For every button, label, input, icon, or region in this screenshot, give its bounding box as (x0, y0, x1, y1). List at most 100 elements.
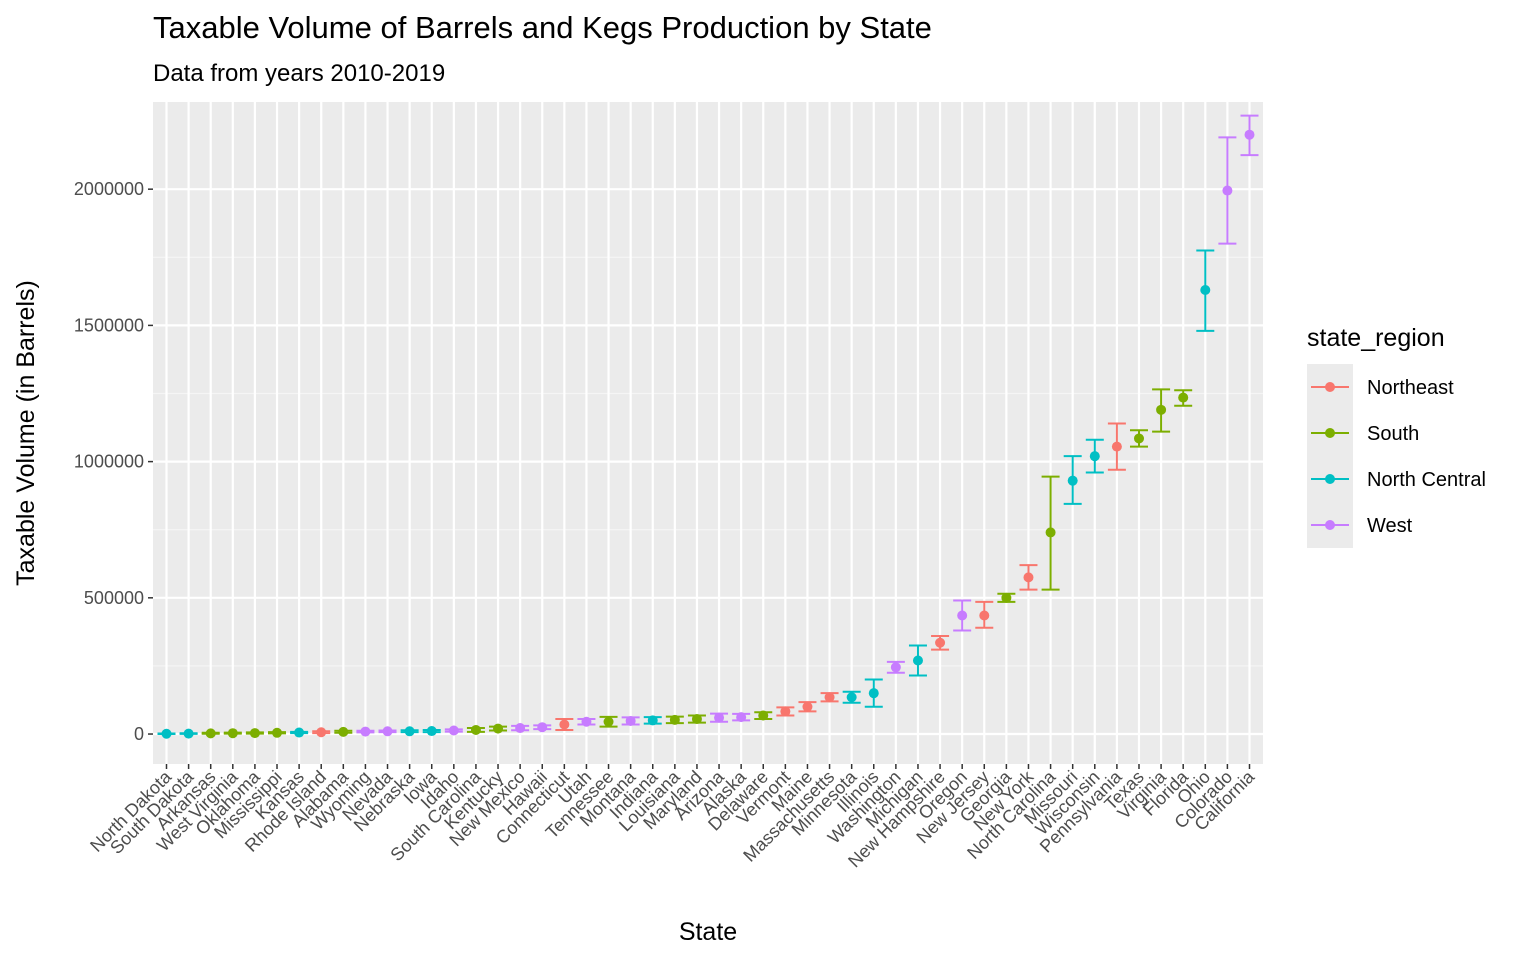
y-axis: 0 500000 1000000 1500000 2000000 (74, 179, 153, 744)
legend-key-point (1325, 428, 1335, 438)
data-point-group (400, 726, 419, 737)
data-point (802, 701, 813, 712)
data-point-group (201, 728, 220, 739)
data-point-group (710, 712, 729, 723)
data-point (846, 692, 857, 703)
data-point (559, 719, 570, 730)
data-point (824, 692, 835, 703)
data-point (868, 688, 879, 699)
data-point (1133, 433, 1144, 444)
data-point (935, 637, 946, 648)
data-point-group (732, 712, 751, 723)
legend-label: Northeast (1367, 377, 1454, 399)
data-point (382, 726, 393, 737)
data-point-group (1107, 422, 1126, 471)
data-point (957, 610, 968, 621)
data-point-group (466, 724, 485, 735)
data-point-group (820, 692, 839, 703)
data-point-group (864, 678, 883, 708)
data-point (338, 726, 349, 737)
data-point (426, 726, 437, 737)
y-tick-label: 500000 (84, 588, 144, 608)
legend-label: North Central (1367, 469, 1486, 491)
data-point (161, 728, 172, 739)
data-point (448, 725, 459, 736)
data-point (714, 712, 725, 723)
data-point-group (378, 726, 397, 737)
data-point-group (245, 728, 264, 739)
data-point (1001, 592, 1012, 603)
legend-label: West (1367, 515, 1413, 537)
legend: state_region Northeast South North Central… (1307, 324, 1486, 548)
data-point (603, 716, 614, 727)
data-point (647, 715, 658, 726)
legend-item: North Central (1307, 456, 1486, 502)
data-point (758, 710, 769, 721)
data-point-group (1196, 249, 1215, 332)
data-point-group (1152, 388, 1171, 433)
series-marks (157, 114, 1259, 739)
data-point-group (1174, 389, 1193, 407)
data-point (404, 726, 415, 737)
chart-title: Taxable Volume of Barrels and Kegs Produ… (153, 10, 932, 45)
y-axis-label: Taxable Volume (in Barrels) (12, 280, 40, 586)
legend-title: state_region (1307, 324, 1445, 352)
data-point-group (687, 714, 706, 725)
data-point-group (157, 728, 176, 739)
data-point (316, 727, 327, 738)
data-point-group (975, 600, 994, 629)
data-point-group (1019, 564, 1038, 591)
data-point-group (665, 714, 684, 725)
data-point-group (511, 723, 530, 734)
data-point-group (953, 599, 972, 632)
y-tick-label: 2000000 (74, 179, 144, 199)
data-point (1067, 475, 1078, 486)
data-point-group (223, 728, 242, 739)
data-point-group (931, 634, 950, 651)
data-point-group (422, 726, 441, 737)
data-point (227, 728, 238, 739)
data-point-group (1218, 136, 1237, 245)
legend-item: South (1307, 410, 1419, 456)
data-point-group (312, 727, 331, 738)
data-point (515, 723, 526, 734)
data-point-group (599, 715, 618, 728)
data-point (912, 655, 923, 666)
data-point-group (1129, 429, 1148, 448)
y-tick-label: 1000000 (74, 452, 144, 472)
data-point-group (621, 715, 640, 726)
data-point-group (908, 644, 927, 677)
data-point (537, 722, 548, 733)
data-point (249, 728, 260, 739)
data-point (625, 715, 636, 726)
data-point (736, 712, 747, 723)
data-point (1244, 129, 1255, 140)
data-point (294, 727, 305, 738)
y-tick-label: 0 (134, 724, 144, 744)
data-point-group (577, 716, 596, 727)
data-point (780, 706, 791, 717)
legend-key-point (1325, 382, 1335, 392)
data-point-group (997, 592, 1016, 603)
data-point-group (886, 660, 905, 674)
data-point-group (334, 726, 353, 737)
data-point (183, 728, 194, 739)
data-point-group (268, 727, 287, 738)
plot-panel (153, 102, 1263, 764)
data-point (1200, 284, 1211, 295)
data-point-group (842, 690, 861, 704)
data-point (1045, 527, 1056, 538)
data-point-group (798, 701, 817, 713)
grid (153, 102, 1263, 764)
data-point-group (489, 723, 508, 734)
data-point-group (179, 728, 198, 739)
data-point (581, 716, 592, 727)
data-point-group (754, 710, 773, 721)
data-point (691, 714, 702, 725)
data-point-group (356, 726, 375, 737)
data-point-group (1063, 455, 1082, 505)
data-point (669, 714, 680, 725)
legend-item: West (1307, 502, 1413, 548)
data-point (1178, 392, 1189, 403)
